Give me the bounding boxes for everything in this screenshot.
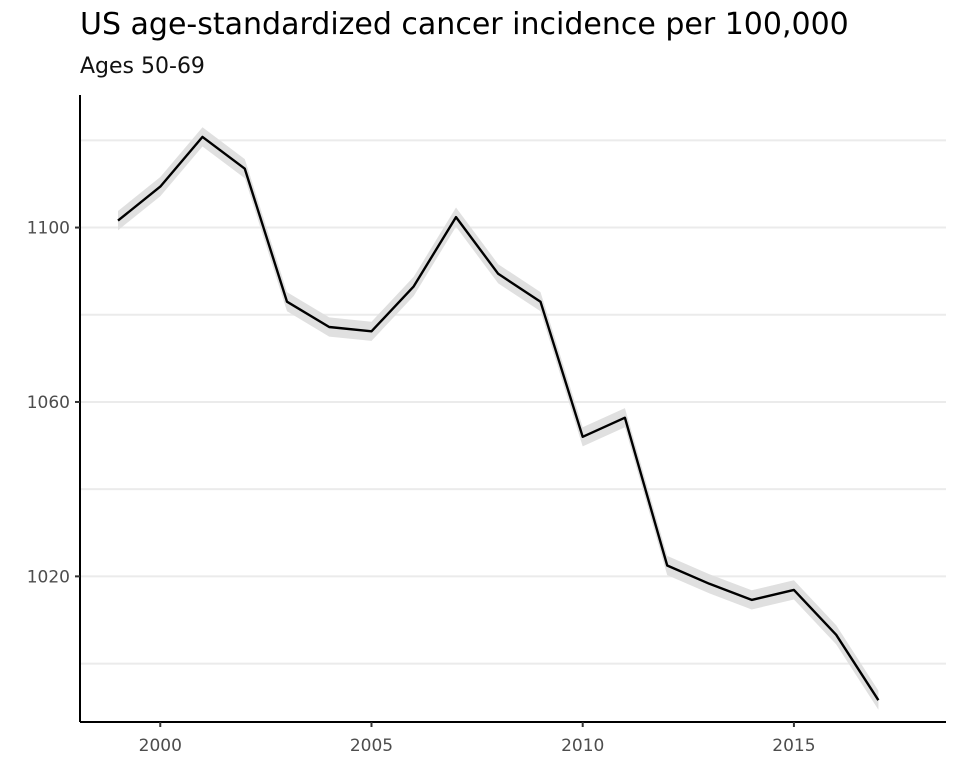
axes (75, 95, 946, 727)
series-line-layer (117, 135, 880, 701)
x-tick-label: 2010 (561, 736, 604, 756)
series-line (117, 135, 880, 701)
x-tick-label: 2005 (350, 736, 393, 756)
y-tick-label: 1060 (27, 393, 70, 413)
y-tick-label: 1020 (27, 567, 70, 587)
chart-title: US age-standardized cancer incidence per… (80, 7, 849, 42)
y-tick-label: 1100 (27, 219, 70, 239)
x-tick-label: 2015 (772, 736, 815, 756)
gridlines (80, 139, 946, 665)
confidence-band (118, 127, 879, 710)
chart-subtitle: Ages 50-69 (80, 54, 205, 79)
confidence-band-layer (118, 127, 879, 710)
x-tick-label: 2000 (139, 736, 182, 756)
tick-labels: 1020 1060 1100 2000 2005 2010 2015 (27, 219, 816, 756)
